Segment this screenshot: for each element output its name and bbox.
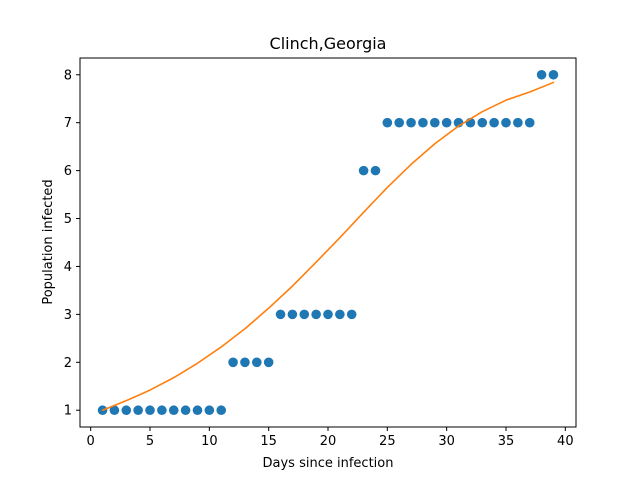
data-point xyxy=(489,117,499,128)
data-point xyxy=(287,309,298,320)
x-tick-label: 0 xyxy=(87,434,95,449)
data-point xyxy=(370,165,381,176)
data-point xyxy=(346,309,357,320)
data-point xyxy=(406,117,416,128)
x-tick-label: 5 xyxy=(146,434,154,449)
chart-title: Clinch,Georgia xyxy=(270,34,387,53)
data-point xyxy=(311,309,321,320)
y-tick-label: 3 xyxy=(64,308,72,323)
data-point xyxy=(394,117,405,128)
x-tick-label: 40 xyxy=(557,434,574,449)
plot-area xyxy=(97,69,559,416)
data-point xyxy=(548,69,559,80)
data-point xyxy=(513,117,523,128)
data-point xyxy=(240,357,250,368)
y-tick-label: 1 xyxy=(64,404,72,419)
data-point xyxy=(180,405,191,416)
y-tick-label: 4 xyxy=(64,260,72,275)
data-point xyxy=(536,69,547,80)
x-tick-label: 15 xyxy=(260,434,277,449)
data-point xyxy=(157,405,167,416)
data-point xyxy=(133,405,143,416)
data-point xyxy=(204,405,215,416)
data-point xyxy=(299,309,310,320)
axes: 0 5 10 15 20 25 30 35 40 1 2 3 4 5 6 7 8 xyxy=(64,57,577,449)
data-point xyxy=(323,309,333,320)
fit-curve-line xyxy=(101,81,555,412)
data-point xyxy=(441,117,452,128)
data-point xyxy=(121,405,132,416)
x-tick-label: 25 xyxy=(379,434,396,449)
data-point xyxy=(263,357,274,368)
x-tick-label: 10 xyxy=(201,434,218,449)
data-point xyxy=(524,117,535,128)
data-point xyxy=(109,405,120,416)
data-point xyxy=(216,405,227,416)
data-point xyxy=(192,405,203,416)
data-point xyxy=(228,357,238,368)
data-point xyxy=(275,309,286,320)
data-point xyxy=(477,117,488,128)
y-tick-label: 5 xyxy=(64,212,72,227)
x-tick-label: 20 xyxy=(320,434,337,449)
data-point xyxy=(418,117,428,128)
data-point xyxy=(145,405,155,416)
data-point xyxy=(168,405,179,416)
y-tick-label: 6 xyxy=(64,164,72,179)
data-point xyxy=(335,309,345,320)
data-point xyxy=(429,117,440,128)
y-tick-label: 7 xyxy=(64,116,72,131)
data-point xyxy=(501,117,511,128)
y-axis-label: Population infected xyxy=(41,179,56,304)
y-tick-label: 8 xyxy=(64,68,72,83)
data-point xyxy=(358,165,369,176)
data-point xyxy=(251,357,262,368)
data-point xyxy=(382,117,393,128)
x-tick-label: 30 xyxy=(438,434,455,449)
x-tick-label: 35 xyxy=(498,434,515,449)
y-tick-label: 2 xyxy=(64,356,72,371)
x-axis-label: Days since infection xyxy=(263,456,394,471)
